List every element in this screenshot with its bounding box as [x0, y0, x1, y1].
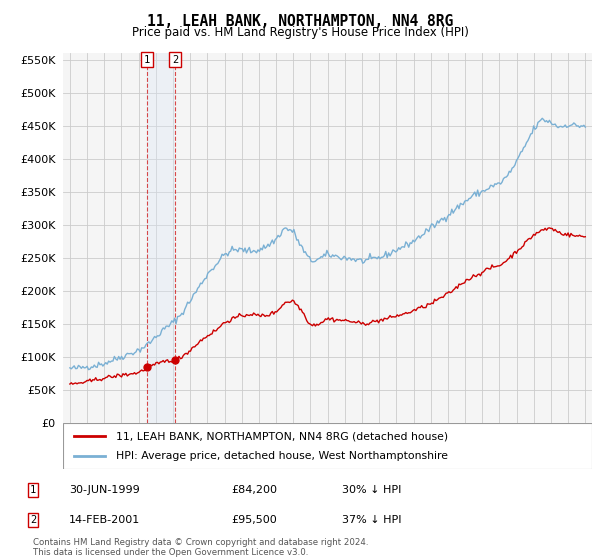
Text: Price paid vs. HM Land Registry's House Price Index (HPI): Price paid vs. HM Land Registry's House … [131, 26, 469, 39]
Text: HPI: Average price, detached house, West Northamptonshire: HPI: Average price, detached house, West… [116, 451, 448, 461]
Text: 37% ↓ HPI: 37% ↓ HPI [342, 515, 401, 525]
Text: 11, LEAH BANK, NORTHAMPTON, NN4 8RG: 11, LEAH BANK, NORTHAMPTON, NN4 8RG [147, 14, 453, 29]
Text: Contains HM Land Registry data © Crown copyright and database right 2024.
This d: Contains HM Land Registry data © Crown c… [33, 538, 368, 557]
Text: 11, LEAH BANK, NORTHAMPTON, NN4 8RG (detached house): 11, LEAH BANK, NORTHAMPTON, NN4 8RG (det… [116, 431, 448, 441]
Text: 30-JUN-1999: 30-JUN-1999 [69, 485, 140, 495]
Text: 1: 1 [30, 485, 36, 495]
Text: 30% ↓ HPI: 30% ↓ HPI [342, 485, 401, 495]
Text: 14-FEB-2001: 14-FEB-2001 [69, 515, 140, 525]
Text: 1: 1 [144, 55, 151, 65]
Bar [147, 53, 175, 423]
Text: 2: 2 [30, 515, 36, 525]
Text: 2: 2 [172, 55, 178, 65]
Text: £95,500: £95,500 [231, 515, 277, 525]
Text: £84,200: £84,200 [231, 485, 277, 495]
